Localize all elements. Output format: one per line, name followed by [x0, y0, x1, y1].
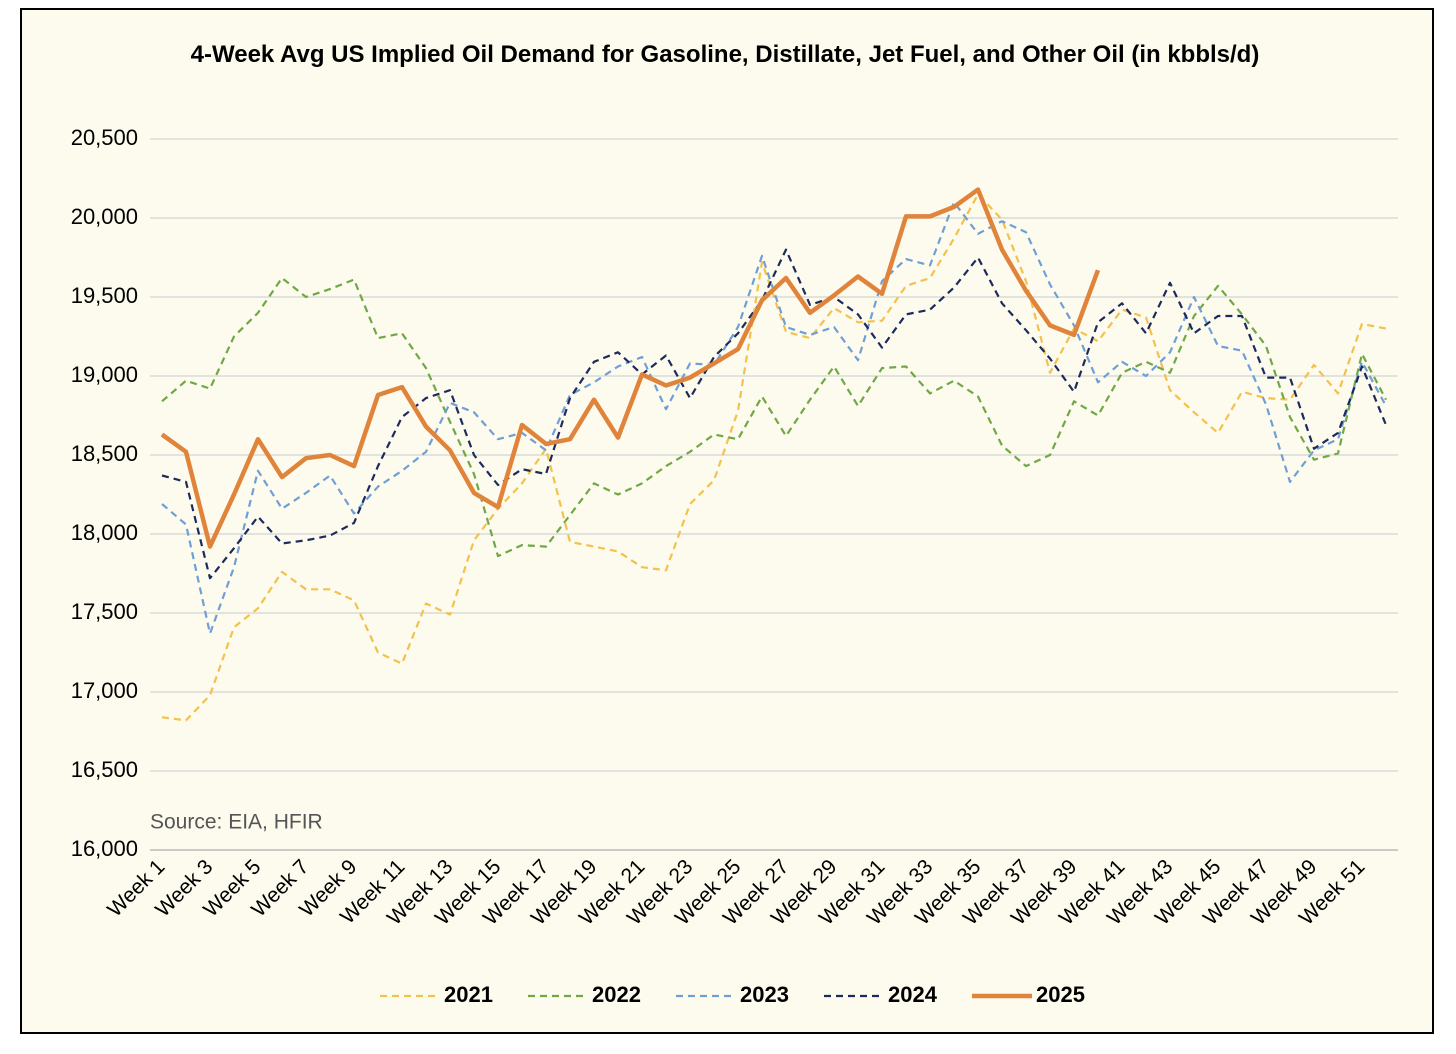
- series-line: [161, 193, 1387, 722]
- legend-label: 2025: [1036, 982, 1085, 1007]
- annotation: Source: EIA, HFIR: [150, 811, 323, 834]
- series-line: [161, 276, 1387, 558]
- y-tick-label: 17,000: [71, 678, 138, 703]
- legend-label: 2022: [592, 982, 641, 1007]
- series-line: [161, 201, 1387, 635]
- y-tick-label: 17,500: [71, 599, 138, 624]
- legend-label: 2021: [444, 982, 493, 1007]
- chart-title: 4-Week Avg US Implied Oil Demand for Gas…: [190, 41, 1260, 68]
- y-tick-label: 16,000: [71, 836, 138, 861]
- y-tick-label: 19,500: [71, 283, 138, 308]
- y-tick-label: 20,500: [71, 125, 138, 150]
- y-tick-label: 20,000: [71, 204, 138, 229]
- y-tick-label: 18,000: [71, 520, 138, 545]
- y-tick-label: 19,000: [71, 362, 138, 387]
- series-line: [161, 248, 1388, 580]
- series-line: [160, 187, 1101, 549]
- y-tick-label: 18,500: [71, 441, 138, 466]
- y-tick-label: 16,500: [71, 757, 138, 782]
- legend-label: 2023: [740, 982, 789, 1007]
- legend-label: 2024: [888, 982, 938, 1007]
